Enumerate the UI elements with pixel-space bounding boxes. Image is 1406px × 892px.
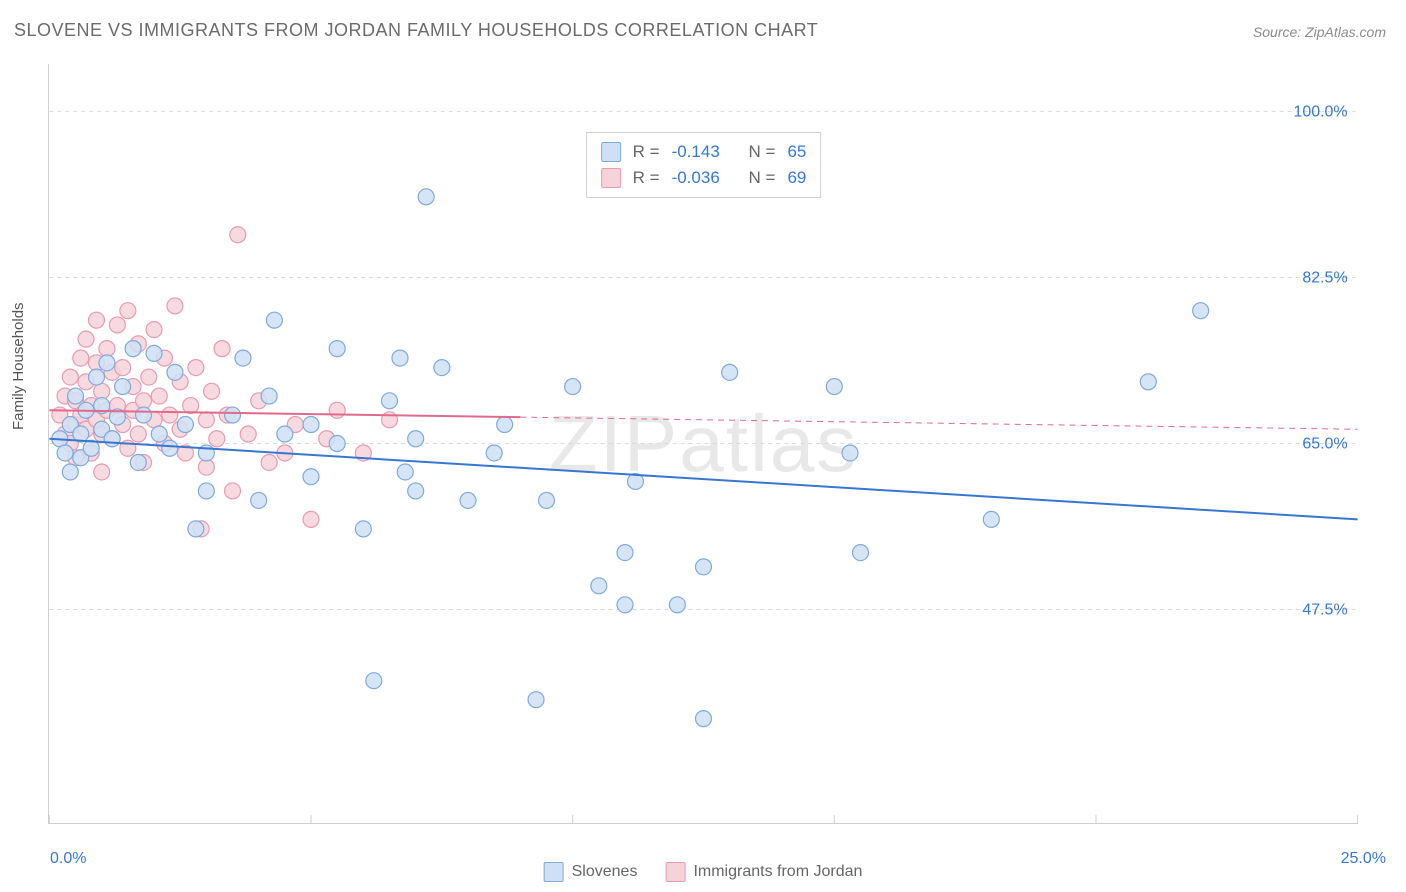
svg-text:65.0%: 65.0%: [1302, 435, 1347, 452]
chart-container: SLOVENE VS IMMIGRANTS FROM JORDAN FAMILY…: [0, 0, 1406, 892]
svg-text:82.5%: 82.5%: [1302, 269, 1347, 286]
n-value-slovenes: 65: [787, 139, 806, 165]
swatch-jordan: [601, 168, 621, 188]
swatch-slovenes: [601, 142, 621, 162]
x-axis-max-label: 25.0%: [1341, 850, 1386, 868]
svg-text:100.0%: 100.0%: [1293, 103, 1347, 120]
n-label: N =: [749, 165, 776, 191]
swatch-jordan: [665, 862, 685, 882]
swatch-slovenes: [544, 862, 564, 882]
legend-row-jordan: R = -0.036 N = 69: [601, 165, 807, 191]
r-value-slovenes: -0.143: [672, 139, 720, 165]
chart-title: SLOVENE VS IMMIGRANTS FROM JORDAN FAMILY…: [14, 20, 818, 41]
r-value-jordan: -0.036: [672, 165, 720, 191]
legend-item-slovenes: Slovenes: [544, 862, 638, 882]
legend-series: Slovenes Immigrants from Jordan: [544, 862, 863, 882]
legend-label-jordan: Immigrants from Jordan: [693, 863, 862, 881]
source-label: Source: ZipAtlas.com: [1253, 24, 1386, 40]
n-value-jordan: 69: [787, 165, 806, 191]
x-axis-min-label: 0.0%: [50, 850, 86, 868]
legend-correlation: R = -0.143 N = 65 R = -0.036 N = 69: [586, 132, 822, 198]
r-label: R =: [633, 139, 660, 165]
legend-item-jordan: Immigrants from Jordan: [665, 862, 862, 882]
r-label: R =: [633, 165, 660, 191]
legend-label-slovenes: Slovenes: [572, 863, 638, 881]
y-axis-label: Family Households: [10, 302, 27, 430]
plot-area: ZIPatlas 47.5%65.0%82.5%100.0% R = -0.14…: [48, 64, 1358, 824]
legend-row-slovenes: R = -0.143 N = 65: [601, 139, 807, 165]
svg-text:47.5%: 47.5%: [1302, 602, 1347, 619]
n-label: N =: [749, 139, 776, 165]
